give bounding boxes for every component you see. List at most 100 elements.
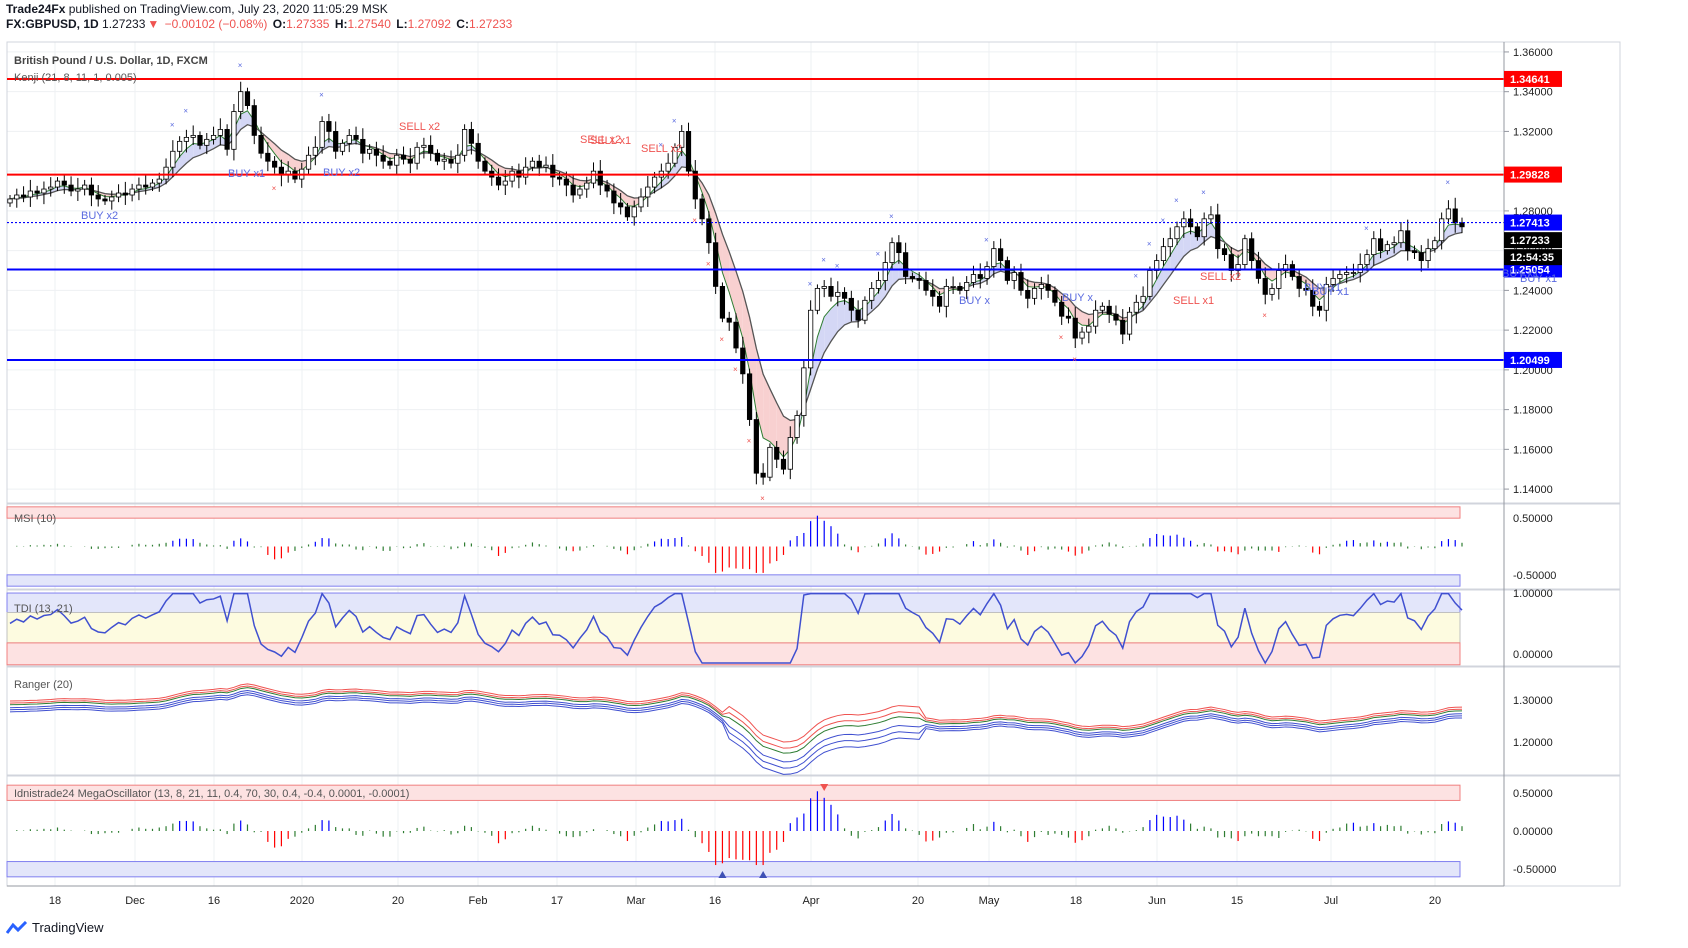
candle-body bbox=[1398, 230, 1404, 244]
candle-body bbox=[482, 160, 488, 172]
candle-body bbox=[1282, 264, 1289, 271]
published-text: published on TradingView.com, July 23, 2… bbox=[68, 2, 388, 16]
candle-body bbox=[1052, 289, 1058, 303]
buy-signal-label: BUY x1 bbox=[1502, 268, 1539, 280]
candle-body bbox=[475, 142, 481, 162]
price-tick-label: 1.34000 bbox=[1513, 87, 1553, 99]
ma-ribbon-segment bbox=[159, 176, 167, 188]
date-tick-label: Apr bbox=[802, 895, 819, 907]
buy-marker-icon: × bbox=[1147, 240, 1152, 249]
candle-body bbox=[896, 242, 902, 254]
ma-ribbon-segment bbox=[1346, 276, 1354, 282]
kenji-indicator-label[interactable]: Kenji (21, 8, 11, 1, 0.005) bbox=[14, 72, 137, 84]
candle-body bbox=[550, 164, 556, 178]
price-level-tag bbox=[1504, 214, 1562, 231]
date-tick-label: 20 bbox=[912, 895, 924, 907]
price-level-tag bbox=[1504, 166, 1562, 183]
candle-body bbox=[713, 242, 719, 287]
price-level-text: 1.25054 bbox=[1510, 264, 1551, 276]
candle-body bbox=[1235, 264, 1241, 271]
date-tick-label: 15 bbox=[1231, 895, 1243, 907]
candle-body bbox=[441, 158, 447, 162]
candle-body bbox=[394, 154, 400, 166]
candle-body bbox=[217, 129, 223, 136]
ma-ribbon-segment bbox=[1183, 231, 1191, 257]
msi-label[interactable]: MSI (10) bbox=[14, 513, 56, 525]
sell-signal-label: SELL x2 bbox=[641, 143, 682, 155]
candle-body bbox=[1140, 295, 1146, 303]
buy-signal-label: BUY x1 bbox=[1304, 282, 1341, 294]
candle-body bbox=[1018, 272, 1024, 291]
sell-marker-icon: × bbox=[692, 216, 697, 225]
pane-tick-label: -0.50000 bbox=[1513, 570, 1556, 582]
tdi-label[interactable]: TDI (13, 21) bbox=[14, 603, 73, 615]
candle-body bbox=[1371, 238, 1377, 256]
buy-marker-icon: × bbox=[1364, 224, 1369, 233]
candle-body bbox=[272, 160, 278, 168]
sell-marker-icon: × bbox=[719, 335, 724, 344]
ranger-band-line bbox=[9, 687, 1463, 754]
candle-body bbox=[801, 367, 807, 416]
date-tick-label: 17 bbox=[551, 895, 563, 907]
ma-ribbon-segment bbox=[627, 195, 635, 207]
down-arrow-icon: ▼ bbox=[147, 17, 160, 31]
candle-body bbox=[1221, 248, 1228, 256]
candle-body bbox=[814, 287, 821, 311]
candle-body bbox=[1059, 301, 1065, 317]
candle-body bbox=[1452, 208, 1458, 224]
ma-ribbon-segment bbox=[172, 156, 180, 177]
mega-oscillator-label[interactable]: Idnistrade24 MegaOscillator (13, 8, 21, … bbox=[14, 788, 409, 800]
candle-body bbox=[685, 131, 692, 172]
candle-body bbox=[753, 419, 759, 474]
candle-body bbox=[923, 280, 929, 291]
candle-body bbox=[353, 134, 359, 140]
price-tick-label: 1.18000 bbox=[1513, 405, 1553, 417]
candle-body bbox=[1439, 218, 1445, 242]
candle-body bbox=[1276, 270, 1282, 289]
candle-body bbox=[1099, 305, 1105, 311]
pane-tick-label: 0.00000 bbox=[1513, 649, 1553, 661]
candle-body bbox=[821, 286, 827, 289]
date-tick-label: 18 bbox=[49, 895, 61, 907]
candle-body bbox=[170, 150, 176, 168]
ma-ribbon-segment bbox=[50, 186, 58, 194]
sell-marker-icon: × bbox=[747, 436, 752, 445]
candle-body bbox=[618, 202, 624, 208]
candle-body bbox=[1316, 305, 1323, 311]
candle-body bbox=[719, 286, 726, 319]
candle-body bbox=[1126, 311, 1133, 335]
sell-signal-label: SELL x1 bbox=[1173, 295, 1214, 307]
buy-signal-label: BUY x bbox=[1062, 292, 1093, 304]
candle-body bbox=[1418, 252, 1424, 261]
candle-body bbox=[326, 121, 332, 132]
candle-body bbox=[604, 184, 610, 192]
candle-body bbox=[882, 262, 888, 281]
last-price: 1.27233 bbox=[102, 17, 146, 31]
candle-body bbox=[1208, 214, 1214, 220]
symbol[interactable]: FX:GBPUSD, 1D bbox=[6, 17, 99, 31]
tradingview-brand[interactable]: TradingView bbox=[6, 920, 104, 935]
candle-body bbox=[88, 184, 95, 196]
candle-body bbox=[41, 188, 47, 194]
zone-band bbox=[6, 642, 1461, 666]
candle-body bbox=[224, 129, 230, 150]
buy-marker-icon: × bbox=[889, 212, 894, 221]
candle-body bbox=[448, 158, 454, 164]
candle-body bbox=[590, 170, 597, 184]
candle-body bbox=[787, 437, 793, 470]
buy-signal-label: BUY x2 bbox=[323, 167, 360, 179]
candle-body bbox=[1004, 260, 1011, 281]
pane-tick-label: -0.50000 bbox=[1513, 864, 1556, 876]
candle-body bbox=[149, 182, 156, 188]
ranger-band-line bbox=[9, 683, 1463, 743]
ranger-label[interactable]: Ranger (20) bbox=[14, 679, 73, 691]
buy-marker-icon: × bbox=[1133, 271, 1138, 280]
candle-body bbox=[455, 154, 461, 164]
candle-body bbox=[7, 198, 13, 204]
candle-body bbox=[1106, 305, 1112, 315]
pane-tick-label: 0.50000 bbox=[1513, 788, 1553, 800]
price-tick-label: 1.22000 bbox=[1513, 325, 1553, 337]
publisher[interactable]: Trade24Fx bbox=[6, 2, 66, 16]
candle-body bbox=[1215, 214, 1221, 250]
